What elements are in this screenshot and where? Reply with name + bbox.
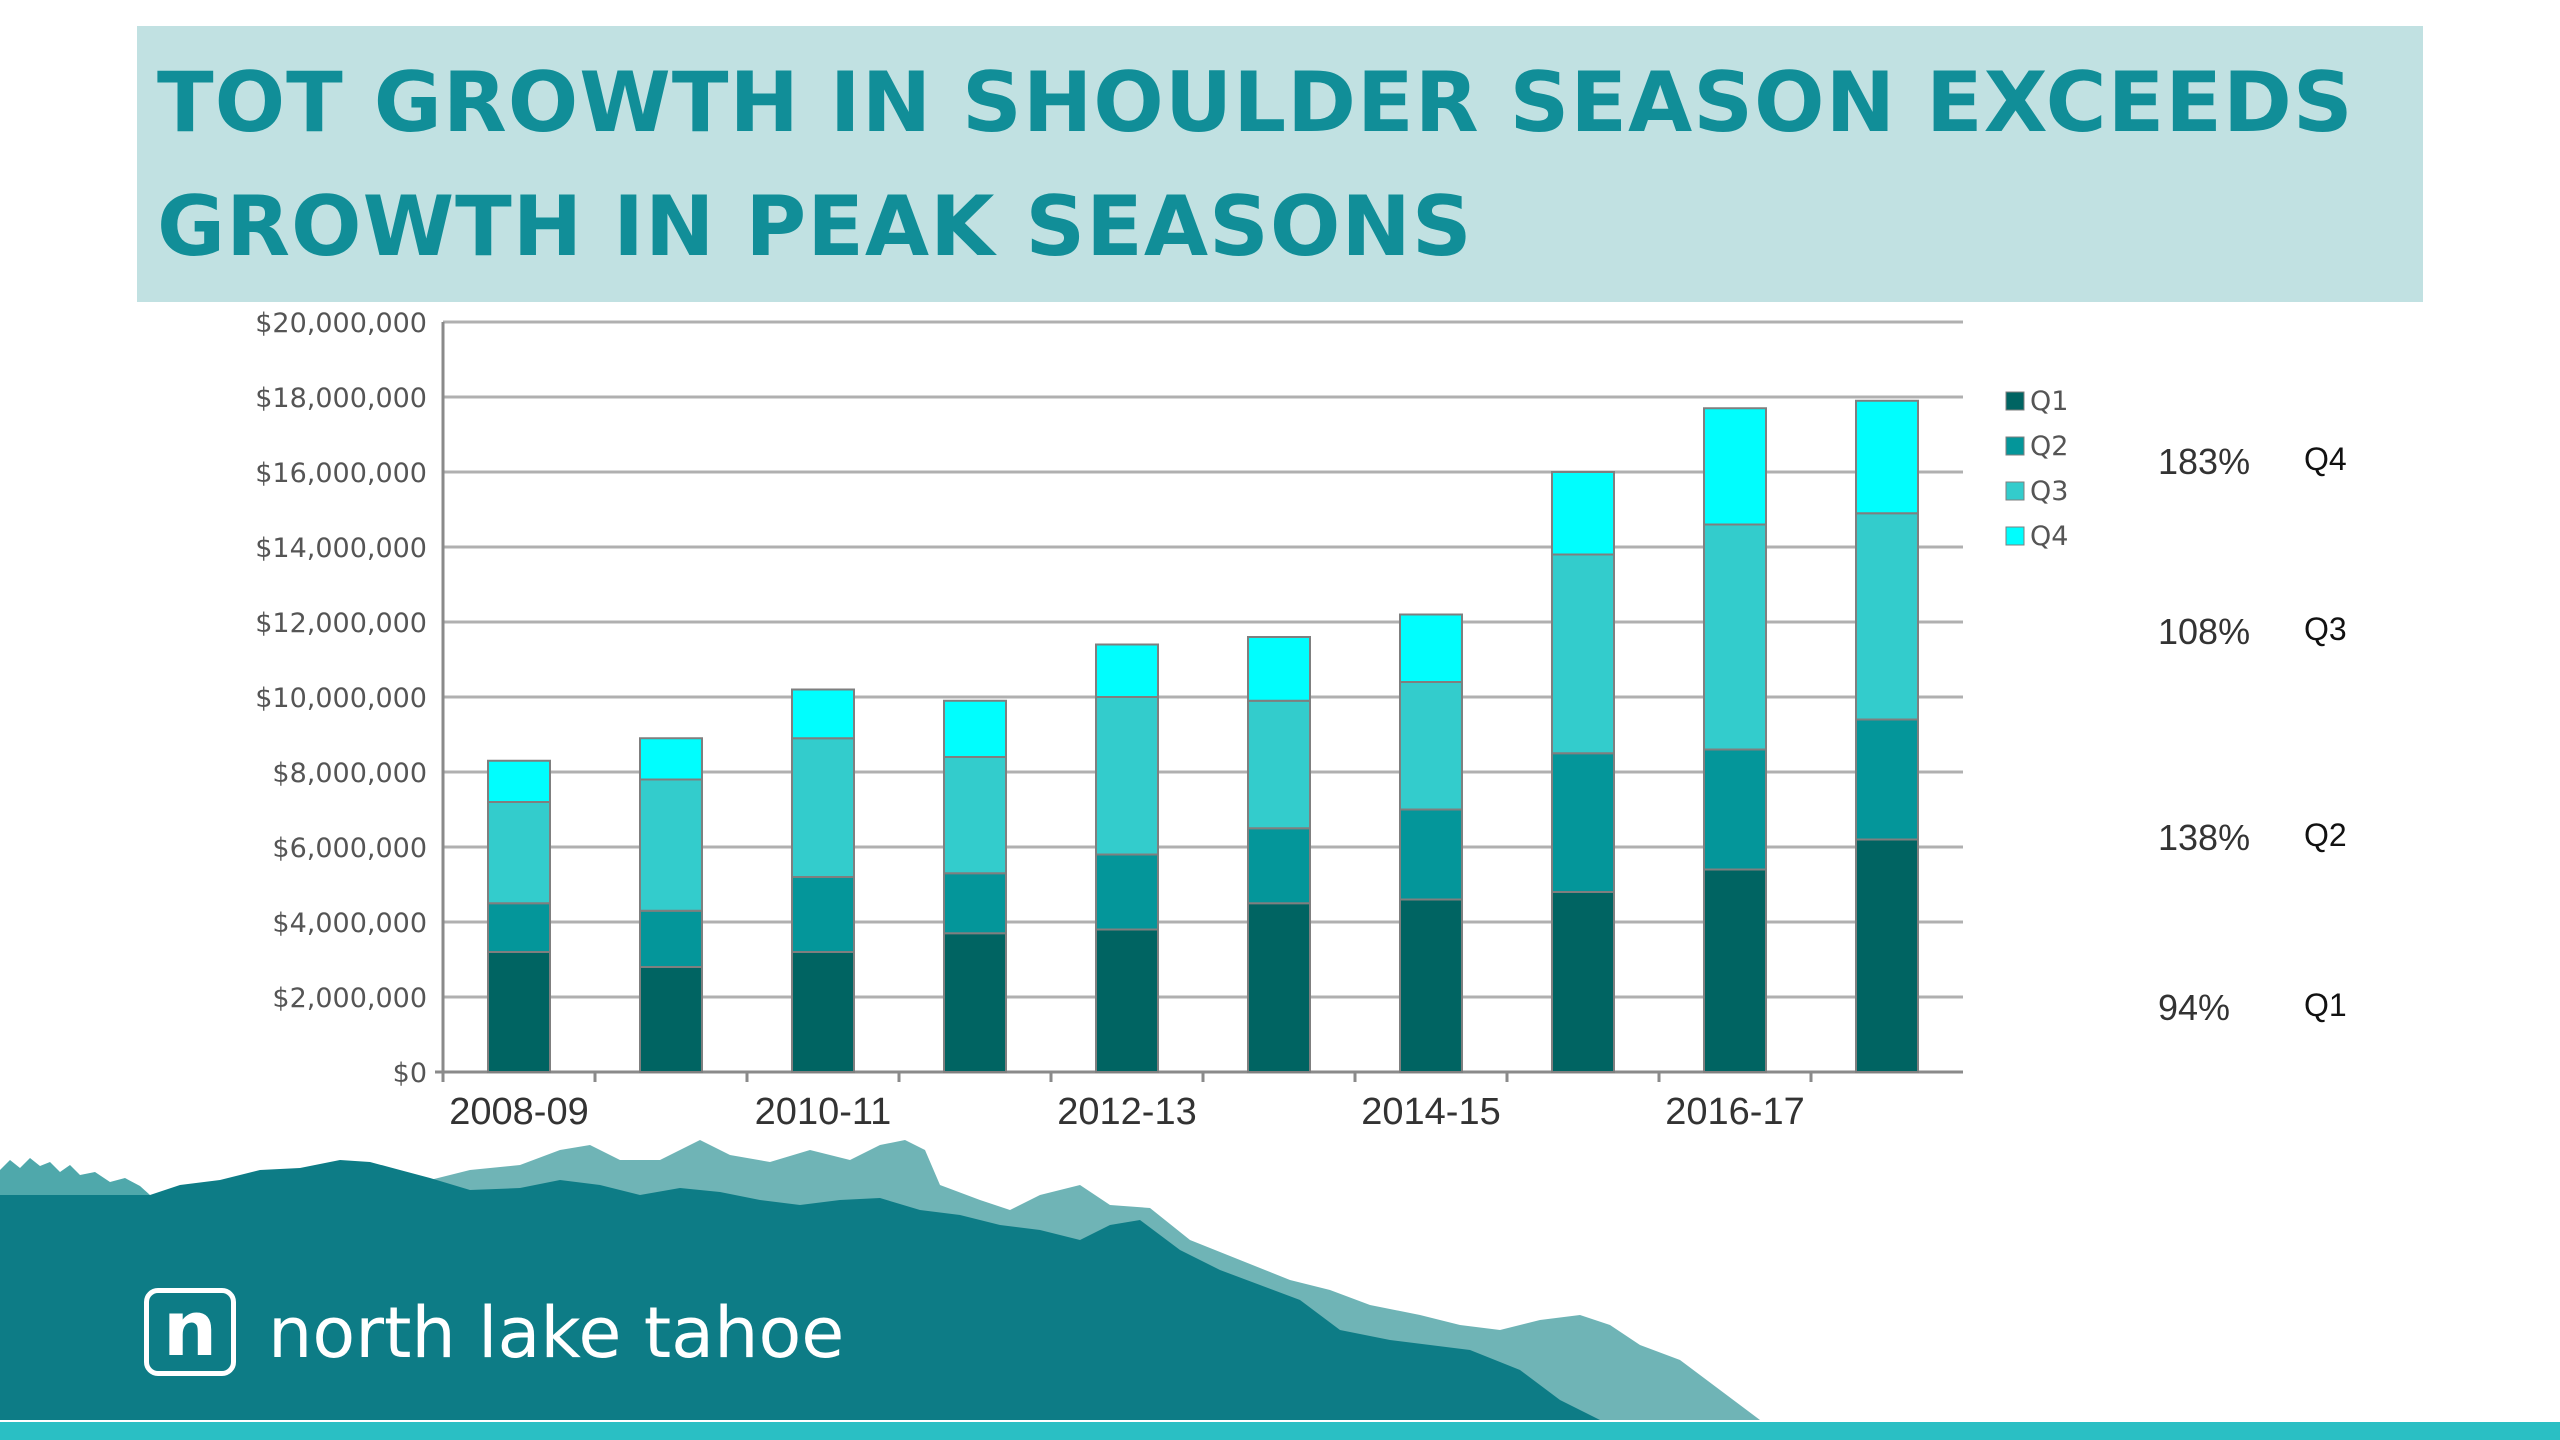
y-tick-label: $6,000,000 — [272, 833, 427, 864]
y-tick-label: $14,000,000 — [255, 533, 427, 564]
legend-swatch — [2005, 526, 2025, 546]
bar-q4 — [943, 699, 1007, 758]
y-tick-label: $2,000,000 — [272, 983, 427, 1014]
bar-q2 — [1703, 748, 1767, 871]
bar-q4 — [791, 688, 855, 740]
annotation-pct: 94% — [2158, 987, 2230, 1028]
y-tick-label: $10,000,000 — [255, 683, 427, 714]
bar-q1 — [1703, 868, 1767, 1073]
bar-q2 — [791, 876, 855, 953]
annotation-quarter: Q4 — [2304, 441, 2347, 477]
bar-q3 — [1551, 553, 1615, 755]
legend-swatch — [2005, 481, 2025, 501]
stacked-bar-chart: $0 $2,000,000 $4,000,000 $6,000,000 $8,000,0… — [255, 308, 2347, 1133]
bar-q4 — [487, 759, 551, 803]
north-lake-tahoe-logo-icon: n — [144, 1288, 236, 1376]
bar-q2 — [1247, 827, 1311, 905]
annotation-pct: 183% — [2158, 441, 2250, 482]
bar-q3 — [1855, 512, 1919, 721]
bar-q3 — [487, 801, 551, 905]
tree-line — [0, 1158, 150, 1195]
x-tick-label: 2012-13 — [1057, 1091, 1196, 1133]
bar-q4 — [1247, 636, 1311, 702]
x-tick-label: 2010-11 — [755, 1091, 892, 1133]
y-tick-label: $18,000,000 — [255, 383, 427, 414]
brand-name: north lake tahoe — [268, 1292, 845, 1374]
bar-q1 — [943, 932, 1007, 1073]
y-tick-label: $8,000,000 — [272, 758, 427, 789]
bar-q4 — [1399, 613, 1463, 683]
annotation-quarter: Q1 — [2304, 987, 2347, 1023]
legend-label: Q1 — [2030, 386, 2068, 417]
bar-q1 — [791, 951, 855, 1073]
chart-title-line-2: GROWTH IN PEAK SEASONS — [157, 178, 1473, 275]
legend-label: Q4 — [2030, 521, 2068, 552]
y-tick-label: $4,000,000 — [272, 908, 427, 939]
bar-q1 — [1399, 898, 1463, 1073]
annotation-quarter: Q3 — [2304, 611, 2347, 647]
legend-swatch — [2005, 436, 2025, 456]
bar-q3 — [791, 737, 855, 878]
bar-q4 — [1703, 407, 1767, 526]
title-band: TOT GROWTH IN SHOULDER SEASON EXCEEDS GR… — [137, 26, 2423, 302]
bar-q2 — [943, 872, 1007, 935]
bottom-accent-bar — [0, 1422, 2560, 1440]
bar-q1 — [1551, 891, 1615, 1073]
x-tick-label: 2008-09 — [449, 1091, 588, 1133]
y-tick-label: $16,000,000 — [255, 458, 427, 489]
bar-q2 — [639, 909, 703, 968]
annotation-pct: 108% — [2158, 611, 2250, 652]
bar-q1 — [639, 966, 703, 1073]
y-tick-label: $12,000,000 — [255, 608, 427, 639]
bar-q3 — [943, 756, 1007, 875]
annotation-pct: 138% — [2158, 817, 2250, 858]
bar-q1 — [487, 951, 551, 1073]
legend-label: Q2 — [2030, 431, 2068, 462]
bar-q2 — [1855, 718, 1919, 841]
mountain-dark-layer — [0, 1160, 1600, 1420]
bar-q4 — [639, 737, 703, 781]
bar-q3 — [639, 778, 703, 912]
annotation-quarter: Q2 — [2304, 817, 2347, 853]
y-tick-label: $0 — [393, 1058, 427, 1089]
x-tick-label: 2016-17 — [1665, 1091, 1804, 1133]
legend-label: Q3 — [2030, 476, 2068, 507]
bar-q1 — [1095, 928, 1159, 1073]
y-tick-label: $20,000,000 — [255, 308, 427, 339]
bar-q4 — [1551, 471, 1615, 556]
legend-swatch — [2005, 391, 2025, 411]
bar-q4 — [1855, 399, 1919, 515]
bar-q4 — [1095, 643, 1159, 698]
bar-q1 — [1247, 902, 1311, 1073]
chart-title-line-1: TOT GROWTH IN SHOULDER SEASON EXCEEDS — [157, 54, 2354, 151]
x-tick-label: 2014-15 — [1361, 1091, 1500, 1133]
bar-q1 — [1855, 838, 1919, 1073]
